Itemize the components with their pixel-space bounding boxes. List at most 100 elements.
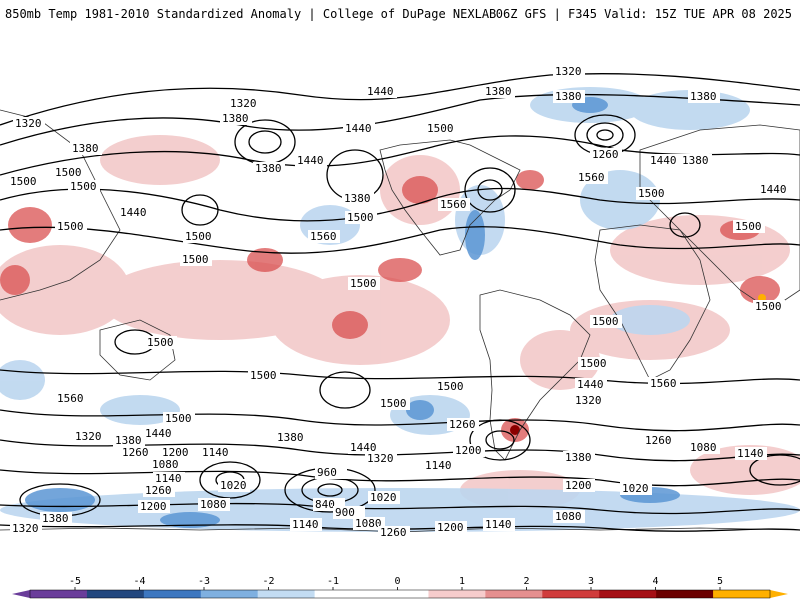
contour-label: 1260 — [447, 418, 479, 431]
contour-label: 1140 — [200, 446, 232, 459]
svg-text:1140: 1140 — [155, 472, 182, 485]
svg-text:1200: 1200 — [140, 500, 167, 513]
svg-text:1560: 1560 — [440, 198, 467, 211]
svg-text:1140: 1140 — [292, 518, 319, 531]
svg-text:1260: 1260 — [145, 484, 172, 497]
colorbar-segment — [30, 590, 88, 598]
coast-west-asia-edge — [0, 109, 121, 301]
contour-label: 1560 — [308, 230, 340, 243]
contour-label: 1320 — [553, 65, 585, 78]
svg-text:1020: 1020 — [220, 479, 247, 492]
svg-text:1380: 1380 — [485, 85, 512, 98]
contour-label: 1080 — [150, 458, 182, 471]
colorbar-tick-label: 0 — [394, 576, 400, 587]
svg-text:1140: 1140 — [202, 446, 229, 459]
svg-text:1440: 1440 — [760, 183, 787, 196]
contour-label: 1200 — [435, 521, 467, 534]
model-valid-time: 06Z GFS | F345 Valid: 15Z TUE APR 08 202… — [495, 7, 792, 21]
svg-text:1200: 1200 — [455, 444, 482, 457]
contour-label: 1200 — [453, 444, 485, 457]
svg-text:1440: 1440 — [120, 206, 147, 219]
svg-text:1500: 1500 — [147, 336, 174, 349]
contour-label: 1260 — [143, 484, 175, 497]
svg-text:1380: 1380 — [222, 112, 249, 125]
contour-label: 1500 — [248, 369, 280, 382]
contour-label: 960 — [315, 466, 347, 479]
contour-label: 1320 — [10, 522, 42, 535]
svg-text:1500: 1500 — [347, 211, 374, 224]
anomaly-colorbar: -5 -4 -3 -2 -1 0 1 2 3 4 5 — [0, 570, 800, 600]
colorbar-frame — [29, 589, 771, 599]
colorbar-segment — [428, 590, 486, 598]
svg-text:1500: 1500 — [580, 357, 607, 370]
contour-label: 1500 — [636, 187, 668, 200]
svg-text:1440: 1440 — [650, 154, 677, 167]
contour-label: 1380 — [40, 512, 72, 525]
contour-label: 1200 — [563, 479, 595, 492]
svg-text:1320: 1320 — [75, 430, 102, 443]
contour-label: 1380 — [113, 434, 145, 447]
contour-label: 1380 — [70, 142, 102, 155]
svg-text:1500: 1500 — [70, 180, 97, 193]
svg-text:1080: 1080 — [200, 498, 227, 511]
contour-label: 1500 — [53, 166, 85, 179]
contour-label: 1500 — [163, 412, 195, 425]
svg-text:1200: 1200 — [437, 521, 464, 534]
svg-text:1380: 1380 — [255, 162, 282, 175]
colorbar-segment — [257, 590, 316, 598]
svg-text:960: 960 — [317, 466, 337, 479]
contour-label: 900 — [333, 506, 365, 519]
colorbar-tick-label: 1 — [459, 576, 465, 587]
contour-label: 1560 — [648, 377, 680, 390]
contour-label: 1500 — [578, 357, 610, 370]
svg-text:1560: 1560 — [310, 230, 337, 243]
contour-label: 1560 — [55, 392, 87, 405]
svg-text:1320: 1320 — [230, 97, 257, 110]
contour-label: 1020 — [620, 482, 652, 495]
contour-label: 1260 — [643, 434, 675, 447]
contour-label: 1380 — [680, 154, 712, 167]
svg-text:1440: 1440 — [297, 154, 324, 167]
colorbar-tick-label: 3 — [588, 576, 594, 587]
colorbar-segment — [542, 590, 600, 598]
contour-label: 1380 — [253, 162, 285, 175]
contour-label: 1380 — [220, 112, 252, 125]
colorbar-segment — [143, 590, 202, 598]
colorbar-tick-label: -1 — [327, 576, 339, 587]
svg-text:1500: 1500 — [735, 220, 762, 233]
contour-label: 1440 — [365, 85, 397, 98]
contour-label: 1380 — [553, 90, 585, 103]
svg-text:1200: 1200 — [162, 446, 189, 459]
contour-label: 1140 — [423, 459, 455, 472]
contour-label: 1440 — [295, 154, 327, 167]
svg-text:1500: 1500 — [250, 369, 277, 382]
svg-text:1500: 1500 — [380, 397, 407, 410]
svg-text:1380: 1380 — [277, 431, 304, 444]
svg-text:1500: 1500 — [437, 380, 464, 393]
contour-label: 1140 — [290, 518, 322, 531]
colorbar-max-arrow — [770, 590, 788, 598]
svg-text:1260: 1260 — [645, 434, 672, 447]
header-bar: 850mb Temp 1981-2010 Standardized Anomal… — [0, 0, 800, 26]
contour-label: 1260 — [378, 526, 410, 539]
svg-text:1500: 1500 — [350, 277, 377, 290]
svg-text:1440: 1440 — [345, 122, 372, 135]
contour-label: 1500 — [145, 336, 177, 349]
contour-label: 1020 — [368, 491, 400, 504]
contour-label: 1260 — [590, 148, 622, 161]
contour-label: 1440 — [118, 206, 150, 219]
svg-text:1500: 1500 — [638, 187, 665, 200]
contour-label: 1380 — [275, 431, 307, 444]
svg-text:1560: 1560 — [650, 377, 677, 390]
contour-label: 1320 — [573, 394, 605, 407]
svg-text:1440: 1440 — [145, 427, 172, 440]
svg-text:1260: 1260 — [122, 446, 149, 459]
contour-label: 1500 — [753, 300, 785, 313]
contour-label: 1080 — [553, 510, 585, 523]
contour-label: 1500 — [183, 230, 215, 243]
contour-label: 1500 — [590, 315, 622, 328]
map-title: 850mb Temp 1981-2010 Standardized Anomal… — [5, 7, 497, 21]
colorbar-tick-label: 4 — [652, 576, 658, 587]
svg-text:1380: 1380 — [555, 90, 582, 103]
colorbar-tick-label: -5 — [69, 576, 81, 587]
